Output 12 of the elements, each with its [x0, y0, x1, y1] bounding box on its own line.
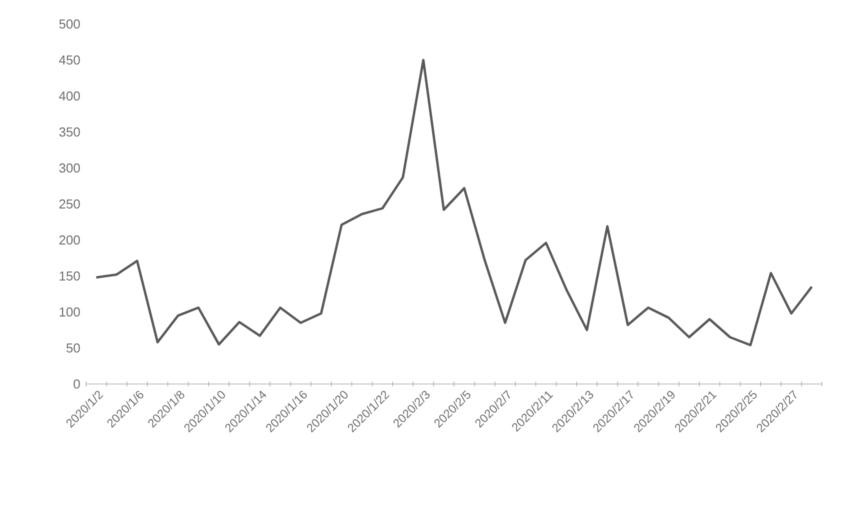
y-tick-label: 0 — [74, 379, 80, 389]
y-tick-label: 50 — [66, 343, 80, 353]
y-tick-label: 200 — [59, 235, 80, 245]
y-tick-label: 500 — [59, 19, 80, 29]
line-series — [95, 58, 813, 346]
y-tick-label: 450 — [59, 55, 80, 65]
y-tick-label: 400 — [59, 91, 80, 101]
y-tick-label: 250 — [59, 199, 80, 209]
y-tick-label: 300 — [59, 163, 80, 173]
y-tick-label: 100 — [60, 307, 80, 317]
y-tick-label: 150 — [60, 271, 80, 281]
y-tick-label: 350 — [59, 127, 80, 137]
